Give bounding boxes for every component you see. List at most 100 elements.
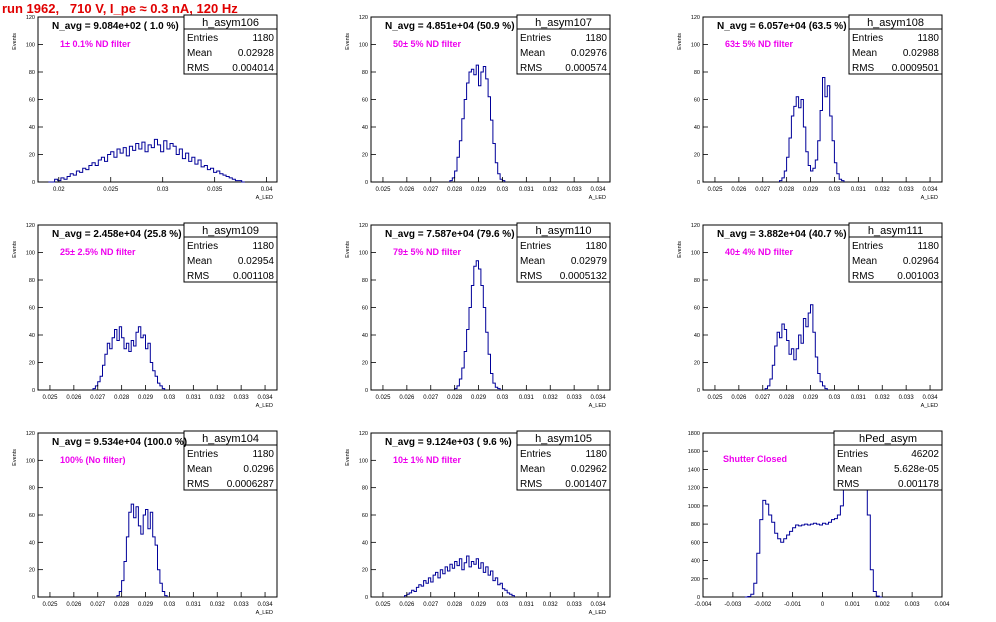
y-axis-label: Events [12,33,18,50]
y-tick-label: 120 [26,431,35,437]
stats-value-rms: 0.004014 [232,63,274,74]
stats-value-entries: 1180 [917,33,939,44]
y-tick-label: 400 [691,559,700,565]
y-tick-label: 20 [694,361,700,367]
filter-annotation: 63± 5% ND filter [725,39,793,49]
y-tick-label: 80 [362,70,368,76]
stats-label-rms: RMS [837,479,860,490]
histogram-pad: 0.025 0.026 0.027 0.028 0.029 0.03 0.031 0.032 0… [345,222,611,409]
stats-label-mean: Mean [520,48,545,59]
histogram-series [48,138,245,183]
x-tick-label: 0.029 [138,395,154,401]
histogram-series [116,503,168,597]
y-tick-label: 20 [694,153,700,159]
stats-label-rms: RMS [187,63,210,74]
histogram-series [449,64,506,182]
x-tick-label: 0 [821,602,825,608]
y-tick-label: 60 [29,513,35,519]
y-tick-label: 20 [362,361,368,367]
y-tick-label: 60 [694,98,700,104]
x-tick-label: 0.027 [423,187,439,193]
stats-value-rms: 0.000574 [565,63,607,74]
x-axis-label: A_LED [921,403,938,409]
x-tick-label: 0.033 [234,395,250,401]
x-tick-label: 0.032 [543,187,559,193]
stats-value-rms: 0.001003 [897,271,939,282]
filter-annotation: Shutter Closed [723,454,787,464]
y-tick-label: 60 [29,98,35,104]
x-tick-label: -0.004 [694,602,712,608]
x-tick-label: 0.026 [731,187,747,193]
stats-label-entries: Entries [187,241,218,252]
stats-label-entries: Entries [852,33,883,44]
x-tick-label: 0.03 [157,187,169,193]
y-tick-label: 80 [694,70,700,76]
y-axis-label: Events [345,33,351,50]
stats-label-entries: Entries [852,241,883,252]
x-tick-label: 0.034 [923,395,939,401]
x-tick-label: 0.032 [543,395,559,401]
y-tick-label: 80 [29,70,35,76]
x-tick-label: 0.03 [164,602,176,608]
stats-label-entries: Entries [520,33,551,44]
y-tick-label: 60 [694,306,700,312]
stats-value-mean: 0.02962 [571,464,608,475]
y-tick-label: 800 [691,522,700,528]
x-tick-label: 0.028 [779,395,795,401]
x-tick-label: 0.033 [899,395,915,401]
y-tick-label: 100 [359,458,368,464]
stats-value-mean: 0.02954 [238,256,275,267]
x-axis-label: A_LED [256,610,273,616]
y-tick-label: 1000 [688,504,700,510]
stats-box [516,430,611,491]
stats-label-mean: Mean [187,464,212,475]
stats-value-mean: 0.02928 [238,48,275,59]
y-tick-label: 0 [365,388,368,394]
y-tick-label: 200 [691,577,700,583]
x-tick-label: 0.028 [779,187,795,193]
histogram-pad: 0.025 0.026 0.027 0.028 0.029 0.03 0.031 0.032 0… [677,14,943,201]
filter-annotation: 25± 2.5% ND filter [60,247,136,257]
y-tick-label: 40 [694,125,700,131]
stats-title: h_asym105 [535,433,592,445]
x-tick-label: 0.026 [399,395,415,401]
y-tick-label: 0 [32,595,35,601]
stats-box [833,430,943,491]
histogram-pad: 0.025 0.026 0.027 0.028 0.029 0.03 0.031 0.032 0… [12,430,278,616]
x-tick-label: 0.032 [210,395,226,401]
histogram-series [92,326,166,390]
stats-value-rms: 0.001407 [565,479,607,490]
x-tick-label: 0.029 [471,395,487,401]
y-tick-label: 60 [29,306,35,312]
stats-value-rms: 0.001108 [233,271,274,282]
stats-value-entries: 1180 [252,241,274,252]
y-tick-label: 100 [359,251,368,257]
x-tick-label: 0.029 [138,602,154,608]
navg-label: N_avg = 4.851e+04 (50.9 %) [385,21,515,32]
y-tick-label: 60 [362,306,368,312]
x-tick-label: 0.031 [519,395,535,401]
stats-value-rms: 0.0006287 [227,479,275,490]
y-tick-label: 20 [29,153,35,159]
y-tick-label: 100 [26,458,35,464]
y-tick-label: 0 [32,180,35,186]
y-tick-label: 40 [29,125,35,131]
x-tick-label: 0.025 [375,395,391,401]
x-tick-label: 0.035 [207,187,223,193]
x-tick-label: 0.003 [905,602,921,608]
histogram-pad: 0.025 0.026 0.027 0.028 0.029 0.03 0.031 0.032 0… [345,14,611,201]
x-axis-label: A_LED [256,195,273,201]
x-axis-label: A_LED [589,610,606,616]
x-tick-label: 0.029 [471,602,487,608]
y-tick-label: 40 [29,333,35,339]
x-tick-label: 0.03 [829,395,841,401]
y-tick-label: 40 [362,125,368,131]
x-tick-label: 0.033 [234,602,250,608]
y-tick-label: 1600 [688,449,700,455]
stats-value-mean: 0.02979 [571,256,608,267]
histogram-series [779,77,845,182]
stats-title: h_asym108 [867,17,924,29]
navg-label: N_avg = 6.057e+04 (63.5 %) [717,21,847,32]
x-tick-label: -0.002 [754,602,772,608]
stats-label-entries: Entries [187,449,218,460]
